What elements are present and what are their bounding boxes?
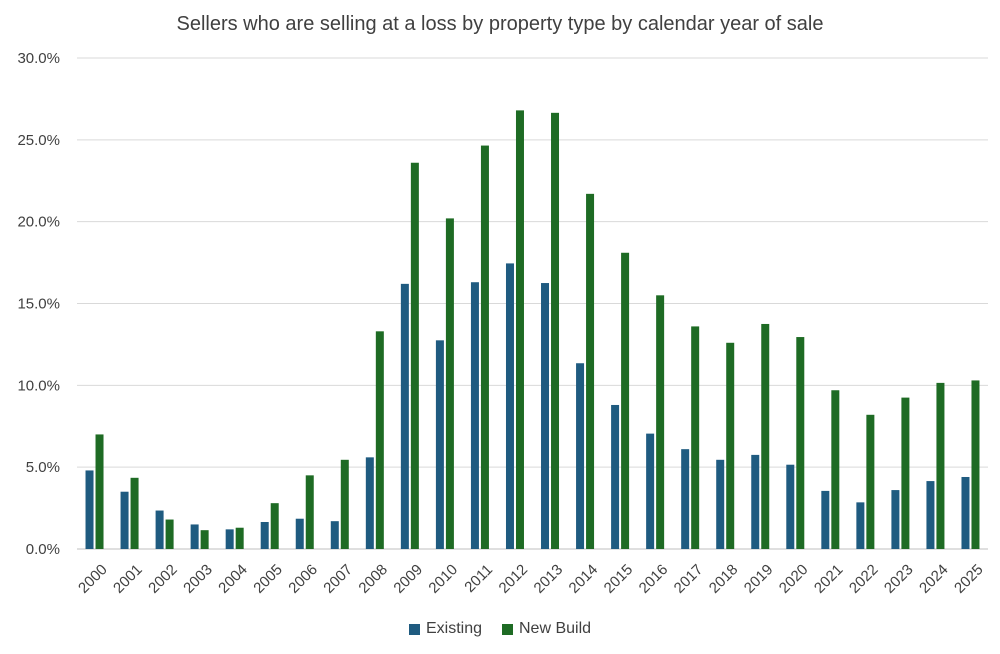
bar-existing-2010 [435,340,444,549]
bar-new-build-2005 [270,503,279,549]
bar-new-build-2025 [971,380,980,549]
bar-new-build-2022 [866,414,875,549]
x-tick-label: 2005 [250,561,286,597]
bar-existing-2002 [155,510,164,549]
bar-new-build-2014 [586,193,595,550]
x-tick-label: 2007 [320,561,356,597]
bar-new-build-2004 [235,527,244,549]
x-axis: 2000 2001 2002 2003 2004 2005 2006 2007 2008 2009… [75,561,987,597]
x-tick-label: 2000 [75,561,111,597]
bar-new-build-2024 [936,382,945,549]
x-tick-label: 2013 [531,561,567,597]
legend-label-new-build: New Build [519,620,592,637]
x-tick-label: 2018 [706,561,742,597]
x-tick-label: 2022 [846,561,882,597]
bar-existing-2017 [681,449,690,549]
legend: Existing New Build [0,620,1000,638]
legend-label-existing: Existing [425,620,482,637]
y-tick-label: 0.0% [26,541,60,558]
y-tick-label: 10.0% [17,377,60,394]
bar-new-build-2008 [375,331,384,549]
legend-swatch-existing [408,623,420,635]
y-tick-label: 15.0% [17,296,60,313]
bar-existing-2024 [926,481,935,549]
bar-new-build-2002 [165,519,174,549]
x-tick-label: 2009 [390,561,426,597]
chart-title: Sellers who are selling at a loss by pro… [176,13,824,35]
bar-existing-2012 [505,263,514,549]
bar-existing-2014 [576,363,585,549]
bar-new-build-2012 [515,110,524,549]
bar-existing-2004 [225,529,234,549]
x-tick-label: 2006 [285,561,321,597]
bar-existing-2016 [646,433,655,549]
x-tick-label: 2012 [496,561,532,597]
bar-existing-2011 [470,282,479,549]
bar-existing-2000 [85,470,94,549]
bar-new-build-2007 [340,459,349,549]
x-tick-label: 2008 [355,561,391,597]
bar-existing-2023 [891,490,900,549]
legend-item-new-build: New Build [502,620,591,638]
bar-new-build-2010 [445,218,454,550]
bar-existing-2018 [716,459,725,549]
x-tick-label: 2020 [776,561,812,597]
bar-new-build-2013 [551,112,560,549]
y-tick-label: 25.0% [17,132,60,149]
y-tick-label: 20.0% [17,214,60,231]
x-tick-label: 2019 [741,561,777,597]
bar-new-build-2021 [831,390,840,549]
legend-item-existing: Existing [408,620,482,638]
bar-existing-2019 [751,454,760,549]
bar-existing-2015 [611,404,620,549]
x-tick-label: 2010 [425,561,461,597]
bar-new-build-2023 [901,397,910,549]
bar-existing-2006 [295,518,304,549]
bar-existing-2009 [400,283,409,549]
bar-new-build-2016 [656,295,665,549]
x-tick-label: 2014 [566,561,602,597]
gridlines [77,57,988,550]
x-tick-label: 2017 [671,561,707,597]
bar-existing-2021 [821,490,830,549]
bar-new-build-2015 [621,252,630,549]
y-tick-label: 5.0% [26,459,60,476]
bar-new-build-2011 [480,145,489,550]
bar-new-build-2017 [691,326,700,549]
bar-existing-2008 [365,457,374,549]
x-tick-label: 2002 [145,561,181,597]
bar-new-build-2018 [726,342,735,549]
x-tick-label: 2025 [951,561,987,597]
x-tick-label: 2024 [916,561,952,597]
bar-new-build-2003 [200,530,209,549]
x-tick-label: 2023 [881,561,917,597]
bar-existing-2022 [856,502,865,549]
bar-new-build-2001 [130,477,139,549]
x-tick-label: 2016 [636,561,672,597]
bar-existing-2025 [961,476,970,549]
x-tick-label: 2015 [601,561,637,597]
bar-existing-2020 [786,464,795,549]
bar-new-build-2009 [410,162,419,549]
bar-new-build-2000 [95,434,104,549]
x-tick-label: 2001 [110,561,146,597]
bar-existing-2003 [190,524,199,549]
x-tick-label: 2011 [461,561,496,596]
bar-existing-2001 [120,491,129,549]
y-tick-label: 30.0% [17,50,60,67]
x-tick-label: 2004 [215,561,251,597]
y-axis: 0.0% 5.0% 10.0% 15.0% 20.0% 25.0% 30.0% [17,50,60,558]
x-tick-label: 2003 [180,561,216,597]
bar-new-build-2006 [305,475,314,549]
bar-new-build-2019 [761,323,770,549]
bar-new-build-2020 [796,337,805,549]
bar-existing-2005 [260,521,269,549]
bars [85,110,980,550]
bar-existing-2013 [541,283,550,549]
x-tick-label: 2021 [811,561,847,597]
bar-existing-2007 [330,521,339,549]
legend-swatch-new-build [502,623,513,635]
